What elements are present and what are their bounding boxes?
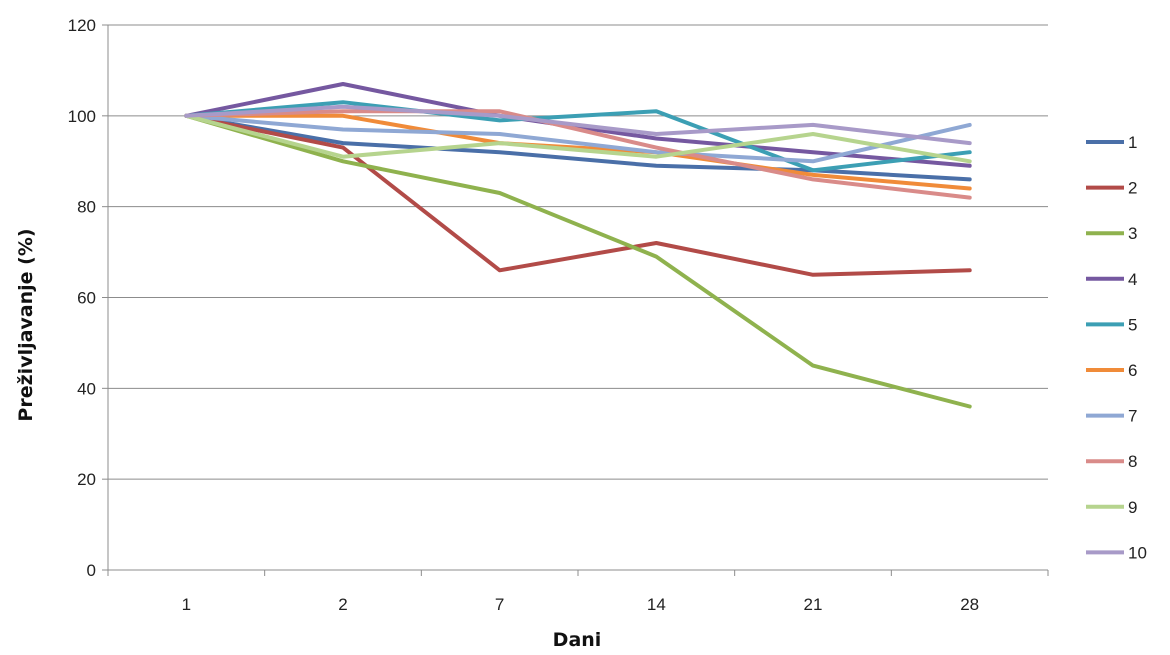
y-tick-label: 80 — [77, 198, 96, 217]
legend-label-9: 9 — [1128, 498, 1137, 517]
legend-label-6: 6 — [1128, 361, 1137, 380]
series-lines — [184, 82, 972, 409]
y-tick-label: 60 — [77, 289, 96, 308]
legend-label-2: 2 — [1128, 179, 1137, 198]
x-tick-label: 2 — [338, 595, 347, 614]
x-axis-title: Dani — [553, 629, 602, 651]
y-axis-title: Preživljavanje (%) — [15, 228, 37, 421]
legend-label-4: 4 — [1128, 270, 1137, 289]
x-tick-label: 7 — [495, 595, 504, 614]
y-tick-label: 100 — [68, 107, 96, 126]
y-tick-label: 40 — [77, 379, 96, 398]
x-tick-label: 1 — [182, 595, 191, 614]
y-tick-label: 0 — [87, 561, 96, 580]
series-line-9 — [184, 113, 972, 164]
series-line-1 — [184, 113, 972, 182]
y-tick-label: 20 — [77, 470, 96, 489]
x-tick-label: 21 — [804, 595, 823, 614]
x-tick-labels: 1 2 7 14 21 28 — [182, 595, 980, 614]
series-line-10 — [184, 104, 972, 146]
legend-label-7: 7 — [1128, 407, 1137, 426]
axes — [102, 24, 1049, 576]
legend-label-1: 1 — [1128, 133, 1137, 152]
legend-label-10: 10 — [1128, 543, 1147, 562]
series-line-5 — [184, 100, 972, 173]
x-tick-label: 28 — [960, 595, 979, 614]
series-line-6 — [184, 113, 972, 191]
x-tick-label: 14 — [647, 595, 666, 614]
y-tick-label: 120 — [68, 16, 96, 35]
legend-label-5: 5 — [1128, 315, 1137, 334]
series-line-2 — [184, 113, 972, 277]
series-line-8 — [184, 109, 972, 200]
series-line-3 — [184, 113, 972, 409]
series-line-7 — [184, 113, 972, 164]
legend: 1 2 3 4 5 6 7 8 9 10 — [1086, 133, 1147, 562]
y-tick-labels: 0 20 40 60 80 100 120 — [68, 16, 96, 580]
legend-label-8: 8 — [1128, 452, 1137, 471]
legend-label-3: 3 — [1128, 224, 1137, 243]
grid — [108, 24, 1048, 480]
